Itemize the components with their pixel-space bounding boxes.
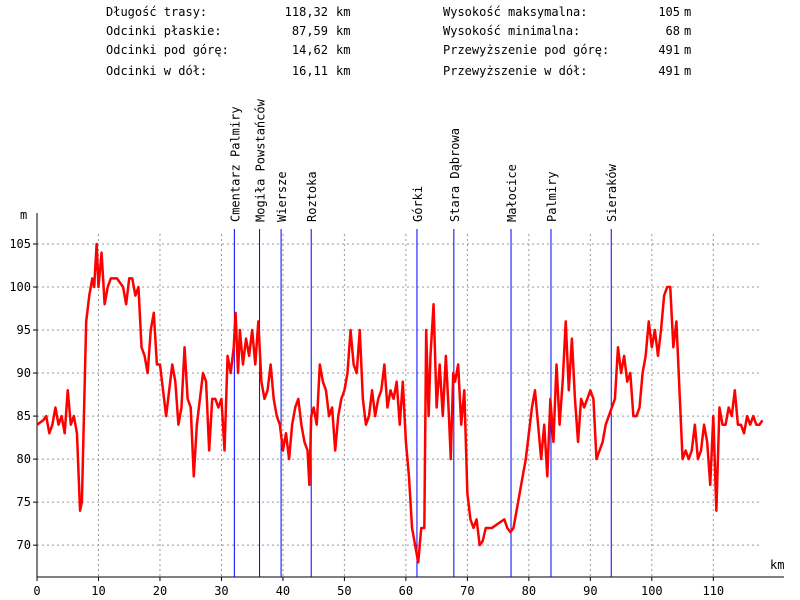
- summary-label: Przewyższenie pod górę:: [443, 43, 609, 57]
- summary-value: 118,32: [285, 5, 328, 19]
- summary-value: 16,11: [292, 64, 328, 78]
- summary-label: Długość trasy:: [106, 5, 207, 19]
- summary-unit: m: [684, 64, 691, 78]
- place-label: Mogiła Powstańców: [254, 98, 268, 222]
- summary-unit: m: [684, 43, 691, 57]
- x-tick-label: 20: [153, 584, 167, 598]
- y-tick-label: 90: [17, 366, 31, 380]
- x-tick-label: 40: [276, 584, 290, 598]
- summary-unit: km: [336, 24, 350, 38]
- place-label: Wiersze: [275, 171, 289, 222]
- x-tick-label: 60: [399, 584, 413, 598]
- summary-label: Przewyższenie w dół:: [443, 64, 588, 78]
- summary-unit: km: [336, 64, 350, 78]
- y-tick-label: 75: [17, 495, 31, 509]
- place-label: Małocice: [505, 164, 519, 222]
- x-tick-label: 100: [641, 584, 663, 598]
- y-tick-label: 80: [17, 452, 31, 466]
- x-tick-label: 50: [337, 584, 351, 598]
- place-label: Sieraków: [605, 163, 619, 222]
- place-label: Palmiry: [545, 171, 559, 222]
- summary-label: Odcinki w dół:: [106, 64, 207, 78]
- summary-label: Odcinki pod górę:: [106, 43, 229, 57]
- summary-value: 87,59: [292, 24, 328, 38]
- x-axis-label: km: [770, 558, 784, 572]
- place-label: Roztoka: [305, 171, 319, 222]
- y-tick-label: 85: [17, 409, 31, 423]
- summary-unit: km: [336, 43, 350, 57]
- x-tick-label: 30: [214, 584, 228, 598]
- place-label: Stara Dąbrowa: [448, 128, 462, 222]
- summary-label: Wysokość maksymalna:: [443, 5, 588, 19]
- y-tick-label: 105: [9, 237, 31, 251]
- summary-unit: m: [684, 24, 691, 38]
- summary-value: 105: [658, 5, 680, 19]
- place-label: Górki: [411, 186, 425, 222]
- summary-unit: km: [336, 5, 350, 19]
- summary-label: Wysokość minimalna:: [443, 24, 580, 38]
- y-axis-label: m: [20, 208, 27, 222]
- summary-unit: m: [684, 5, 691, 19]
- x-tick-label: 10: [91, 584, 105, 598]
- y-tick-label: 95: [17, 323, 31, 337]
- elevation-line: [36, 242, 764, 564]
- x-tick-label: 80: [522, 584, 536, 598]
- place-label: Cmentarz Palmiry: [228, 106, 242, 222]
- x-tick-label: 110: [702, 584, 724, 598]
- summary-label: Odcinki płaskie:: [106, 24, 222, 38]
- x-tick-label: 70: [460, 584, 474, 598]
- y-tick-label: 100: [9, 280, 31, 294]
- y-tick-label: 70: [17, 538, 31, 552]
- summary-value: 68: [666, 24, 680, 38]
- summary-value: 491: [658, 64, 680, 78]
- x-tick-label: 90: [583, 584, 597, 598]
- summary-value: 491: [658, 43, 680, 57]
- summary-value: 14,62: [292, 43, 328, 57]
- x-tick-label: 0: [33, 584, 40, 598]
